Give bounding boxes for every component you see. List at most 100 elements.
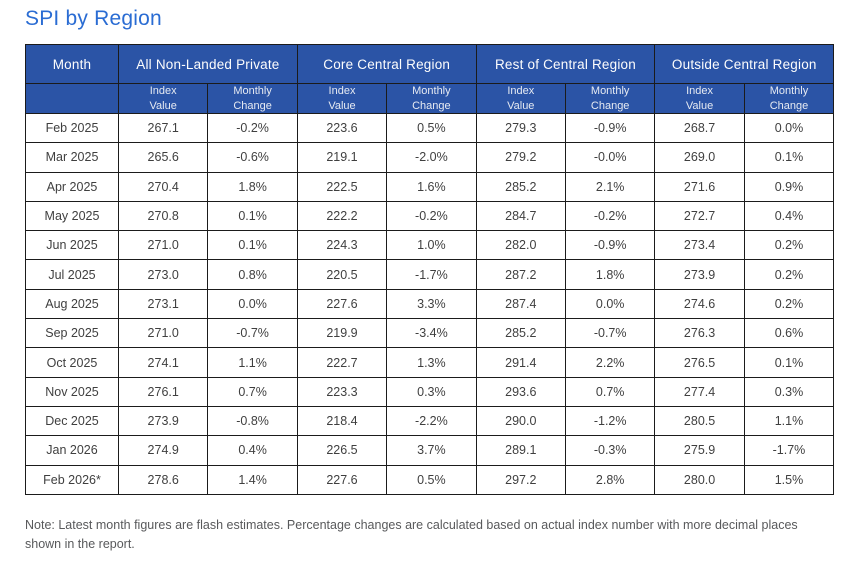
index-value-cell: 222.2 (296, 200, 388, 232)
subheader-index-value-4: Index Value (654, 83, 745, 114)
subheader-monthly-change-2: Monthly Change (386, 83, 477, 114)
index-value-cell: 285.2 (475, 318, 566, 349)
index-value-cell: 267.1 (117, 112, 209, 144)
monthly-change-cell: 0.4% (743, 200, 835, 232)
index-value-cell: 273.1 (117, 288, 209, 320)
monthly-change-cell: 1.4% (207, 464, 298, 495)
index-value-cell: 287.2 (475, 259, 566, 290)
index-value-cell: 220.5 (296, 259, 388, 290)
index-value-cell: 277.4 (654, 376, 745, 407)
index-value-cell: 274.6 (654, 288, 745, 320)
table-row: Feb 2025 267.1 -0.2% 223.6 0.5% 279.3 -0.9% 268… (25, 112, 835, 144)
monthly-change-cell: 0.6% (743, 318, 835, 349)
index-value-cell: 282.0 (475, 230, 566, 261)
monthly-change-cell: -1.7% (743, 435, 835, 466)
index-value-cell: 276.3 (654, 318, 745, 349)
month-cell: Jan 2026 (25, 435, 119, 466)
column-group-rest-of-central-region: Rest of Central Region (475, 44, 656, 84)
monthly-change-cell: -0.7% (564, 318, 656, 349)
index-value-cell: 219.9 (296, 318, 388, 349)
month-cell: Feb 2026* (25, 464, 119, 495)
month-cell: Feb 2025 (25, 112, 119, 144)
column-group-outside-central-region: Outside Central Region (654, 44, 835, 84)
monthly-change-cell: 1.1% (207, 347, 298, 378)
index-value-cell: 226.5 (296, 435, 388, 466)
subheader-monthly-change-3: Monthly Change (564, 83, 656, 114)
monthly-change-cell: -0.0% (564, 142, 656, 173)
spi-by-region-table: Month All Non-Landed Private Core Centra… (25, 44, 835, 495)
index-value-cell: 223.3 (296, 376, 388, 407)
monthly-change-cell: 1.6% (386, 171, 477, 202)
monthly-change-cell: 0.5% (386, 112, 477, 144)
monthly-change-cell: -0.6% (207, 142, 298, 173)
index-value-cell: 279.3 (475, 112, 566, 144)
header-sub-row: Index Value Monthly Change Index Value M… (25, 83, 835, 114)
index-value-cell: 274.9 (117, 435, 209, 466)
month-cell: Oct 2025 (25, 347, 119, 378)
table-row: Oct 2025 274.1 1.1% 222.7 1.3% 291.4 2.2% 276.5… (25, 347, 835, 378)
index-value-cell: 271.0 (117, 318, 209, 349)
index-value-cell: 273.9 (654, 259, 745, 290)
month-cell: Dec 2025 (25, 405, 119, 437)
subheader-index-value-3: Index Value (475, 83, 566, 114)
month-cell: Mar 2025 (25, 142, 119, 173)
table-body: Feb 2025 267.1 -0.2% 223.6 0.5% 279.3 -0.9% 268… (25, 112, 835, 495)
index-value-cell: 271.0 (117, 230, 209, 261)
index-value-cell: 227.6 (296, 288, 388, 320)
index-value-cell: 273.0 (117, 259, 209, 290)
monthly-change-cell: -0.9% (564, 230, 656, 261)
monthly-change-cell: -0.3% (564, 435, 656, 466)
table-row: Nov 2025 276.1 0.7% 223.3 0.3% 293.6 0.7% 277.4… (25, 376, 835, 407)
monthly-change-cell: 1.8% (564, 259, 656, 290)
table-row: May 2025 270.8 0.1% 222.2 -0.2% 284.7 -0.2% 272… (25, 200, 835, 232)
month-cell: May 2025 (25, 200, 119, 232)
table-row: Mar 2025 265.6 -0.6% 219.1 -2.0% 279.2 -0.0% 26… (25, 142, 835, 173)
monthly-change-cell: -1.7% (386, 259, 477, 290)
monthly-change-cell: -0.2% (207, 112, 298, 144)
table-row: Aug 2025 273.1 0.0% 227.6 3.3% 287.4 0.0% 274.6… (25, 288, 835, 320)
index-value-cell: 278.6 (117, 464, 209, 495)
monthly-change-cell: 0.2% (743, 288, 835, 320)
month-cell: Aug 2025 (25, 288, 119, 320)
index-value-cell: 222.5 (296, 171, 388, 202)
month-header-spacer (25, 83, 119, 114)
monthly-change-cell: 2.1% (564, 171, 656, 202)
index-value-cell: 290.0 (475, 405, 566, 437)
footnote: Note: Latest month figures are flash est… (25, 517, 798, 552)
index-value-cell: 279.2 (475, 142, 566, 173)
month-cell: Sep 2025 (25, 318, 119, 349)
monthly-change-cell: 0.2% (743, 259, 835, 290)
column-group-core-central-region: Core Central Region (296, 44, 477, 84)
index-value-cell: 223.6 (296, 112, 388, 144)
table-row: Jun 2025 271.0 0.1% 224.3 1.0% 282.0 -0.9% 273.… (25, 230, 835, 261)
monthly-change-cell: 0.0% (743, 112, 835, 144)
subheader-monthly-change-1: Monthly Change (207, 83, 298, 114)
index-value-cell: 269.0 (654, 142, 745, 173)
monthly-change-cell: 1.0% (386, 230, 477, 261)
index-value-cell: 280.0 (654, 464, 745, 495)
monthly-change-cell: 1.8% (207, 171, 298, 202)
monthly-change-cell: 2.2% (564, 347, 656, 378)
monthly-change-cell: 2.8% (564, 464, 656, 495)
monthly-change-cell: -0.2% (386, 200, 477, 232)
index-value-cell: 293.6 (475, 376, 566, 407)
monthly-change-cell: 0.8% (207, 259, 298, 290)
monthly-change-cell: 0.2% (743, 230, 835, 261)
month-cell: Jun 2025 (25, 230, 119, 261)
monthly-change-cell: 0.7% (207, 376, 298, 407)
index-value-cell: 273.9 (117, 405, 209, 437)
monthly-change-cell: 3.3% (386, 288, 477, 320)
index-value-cell: 270.4 (117, 171, 209, 202)
monthly-change-cell: 0.9% (743, 171, 835, 202)
table-row: Jul 2025 273.0 0.8% 220.5 -1.7% 287.2 1.8% 273.… (25, 259, 835, 290)
header-group-row: Month All Non-Landed Private Core Centra… (25, 44, 835, 84)
index-value-cell: 227.6 (296, 464, 388, 495)
table-row: Feb 2026* 278.6 1.4% 227.6 0.5% 297.2 2.8% 280.… (25, 464, 835, 495)
index-value-cell: 274.1 (117, 347, 209, 378)
month-cell: Nov 2025 (25, 376, 119, 407)
index-value-cell: 273.4 (654, 230, 745, 261)
index-value-cell: 272.7 (654, 200, 745, 232)
monthly-change-cell: 0.1% (743, 347, 835, 378)
monthly-change-cell: 0.0% (207, 288, 298, 320)
